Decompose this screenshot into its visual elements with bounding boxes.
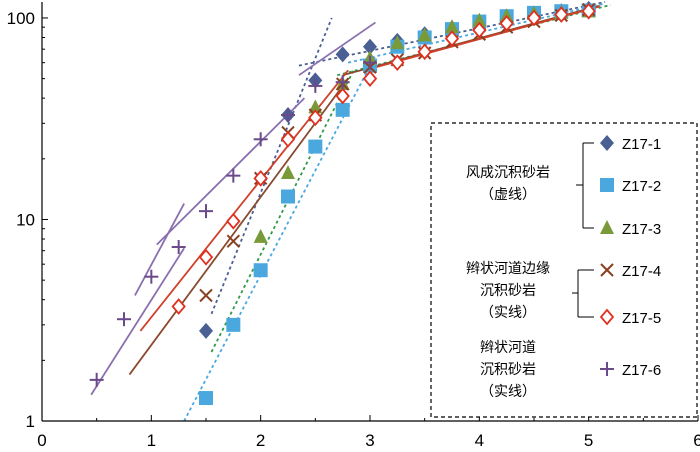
point-z17-6-2: [117, 312, 131, 327]
point-z17-5-10: [417, 43, 432, 61]
point-z17-6-5: [199, 204, 213, 219]
point-z17-2-5: [308, 139, 323, 154]
data-points-layer: [89, 0, 596, 406]
legend-label-z17-2: Z17-2: [622, 178, 661, 195]
legend-group-label-2-line-1: 辫状河道边缘: [466, 261, 550, 277]
x-tick-label-4: 4: [475, 431, 484, 450]
point-z17-5-8: [362, 70, 378, 88]
point-z17-6-3: [144, 269, 159, 284]
point-z17-5-4: [253, 169, 268, 187]
legend-label-z17-1: Z17-1: [622, 136, 661, 153]
point-z17-6-10: [335, 75, 350, 90]
point-z17-5-12: [472, 21, 487, 39]
legend-label-z17-3: Z17-3: [622, 221, 661, 238]
point-z17-6-6: [226, 168, 241, 183]
x-tick-label-1: 1: [147, 431, 156, 450]
legend-box: [430, 122, 698, 418]
point-z17-3-3: [308, 99, 323, 114]
point-z17-2-3: [253, 263, 268, 278]
point-z17-3-6: [390, 35, 405, 50]
legend-group-label-2-line-3: （实线）: [480, 305, 536, 321]
point-z17-4-2: [226, 234, 241, 248]
legend-group-label-1-line-2: （虚线）: [480, 187, 536, 203]
point-z17-4-1: [199, 288, 213, 303]
point-z17-5-1: [171, 298, 186, 315]
x-tick-label-6: 6: [693, 431, 700, 450]
legend-label-z17-5: Z17-5: [622, 310, 661, 327]
y-tick-label-1: 1: [26, 412, 35, 431]
point-z17-6-11: [363, 55, 377, 70]
point-z17-6-8: [281, 107, 295, 122]
point-z17-2-1: [199, 391, 213, 406]
fit-line-z17-6-4: [298, 21, 376, 76]
point-z17-5-5: [280, 130, 296, 148]
point-z17-3-7: [417, 27, 432, 42]
point-z17-5-3: [226, 212, 241, 230]
point-z17-5-13: [499, 14, 514, 32]
fit-line-z17-6-1: [90, 247, 185, 396]
legend-group-label-1-line-1: 风成沉积砂岩: [466, 165, 550, 181]
legend-marker-z17-5: [599, 308, 615, 326]
point-z17-5-15: [554, 6, 569, 23]
point-z17-6-7: [253, 132, 268, 147]
point-z17-5-9: [390, 54, 405, 72]
legend-group-label-2-line-2: 沉积砂岩: [480, 283, 536, 299]
fit-line-z17-6-2: [134, 203, 185, 296]
point-z17-5-11: [444, 30, 460, 47]
legend-group-label-3-line-2: 沉积砂岩: [480, 362, 536, 378]
point-z17-5-7: [335, 87, 350, 105]
point-z17-6-1: [89, 372, 104, 387]
fit-line-z17-6-3: [156, 97, 306, 246]
x-tick-label-5: 5: [584, 431, 593, 450]
point-z17-5-14: [526, 9, 542, 27]
legend-group-label-3-line-3: （实线）: [480, 384, 536, 400]
point-z17-2-6: [335, 102, 350, 117]
fit-line-z17-3-1: [210, 69, 355, 353]
point-z17-6-4: [171, 240, 186, 255]
legend-group-label-3-line-1: 辫状河道: [480, 340, 536, 356]
x-tick-label-0: 0: [37, 431, 46, 450]
point-z17-3-2: [281, 165, 295, 180]
point-z17-1-6: [363, 38, 377, 55]
legend-marker-z17-6: [600, 362, 614, 376]
legend: Z17-1 Z17-2 Z17-3 Z17-4 Z17-5 Z17-6 风成沉积砂岩 （虚线）…: [430, 122, 698, 418]
x-tick-label-3: 3: [365, 431, 374, 450]
legend-label-z17-6: Z17-6: [622, 362, 661, 379]
legend-marker-z17-4: [600, 263, 614, 277]
point-z17-5-6: [308, 109, 323, 127]
fit-line-z17-4-1: [128, 78, 349, 376]
point-z17-3-9: [472, 12, 487, 27]
legend-marker-z17-2: [600, 178, 614, 192]
y-tick-label-100: 100: [7, 9, 35, 28]
y-tick-label-10: 10: [16, 210, 35, 229]
point-z17-2-4: [281, 189, 295, 204]
point-z17-1-1: [199, 322, 213, 339]
x-tick-label-2: 2: [256, 431, 265, 450]
point-z17-3-8: [445, 19, 459, 34]
point-z17-5-16: [581, 2, 596, 20]
point-z17-6-9: [308, 78, 323, 93]
point-z17-1-5: [335, 46, 350, 63]
legend-marker-z17-1: [600, 135, 614, 151]
point-z17-2-2: [226, 317, 241, 332]
legend-label-z17-4: Z17-4: [622, 263, 661, 280]
legend-marker-z17-3: [600, 220, 614, 234]
point-z17-5-2: [198, 248, 214, 266]
point-z17-3-1: [253, 228, 268, 243]
